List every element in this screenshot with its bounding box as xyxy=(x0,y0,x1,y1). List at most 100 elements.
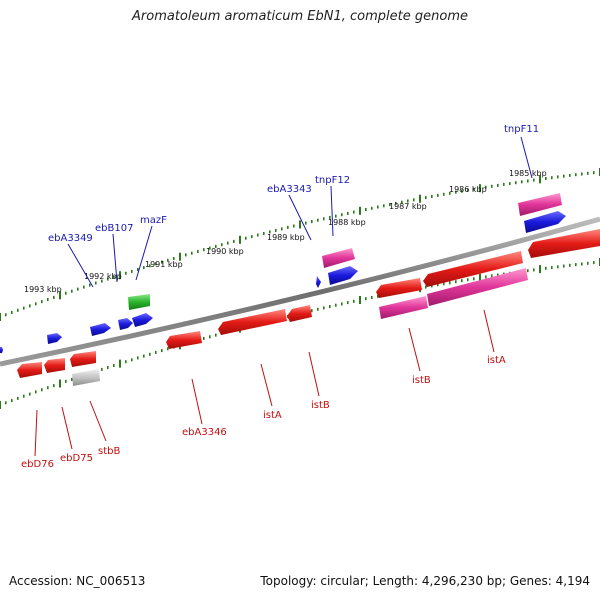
bottom-row-tick xyxy=(143,354,145,358)
label-ebA3349[interactable]: ebA3349 xyxy=(48,233,93,244)
bottom-row-tick xyxy=(119,359,121,368)
top-row-tick xyxy=(239,235,241,244)
bottom-row-tick xyxy=(593,261,595,265)
gene-istB-2-red[interactable] xyxy=(376,278,422,298)
bottom-row-tick xyxy=(209,335,211,339)
connector-tnpF12 xyxy=(330,185,334,237)
top-row-tick xyxy=(233,239,235,243)
gene-ebA3349[interactable] xyxy=(132,313,153,327)
bottom-row-tick xyxy=(101,367,103,371)
bottom-row-tick xyxy=(65,379,67,383)
label-ebD75[interactable]: ebD75 xyxy=(60,453,93,464)
gene-tnpF11[interactable] xyxy=(518,193,562,216)
top-row-tick xyxy=(107,277,109,281)
top-row-tick xyxy=(71,289,73,293)
connector-ebA3346 xyxy=(191,378,203,425)
forward-strand-genes xyxy=(0,193,566,353)
bottom-row-tick xyxy=(341,302,343,306)
label-istA-1[interactable]: istA xyxy=(263,410,282,421)
top-row-tick xyxy=(305,221,307,225)
gene-istA-2[interactable] xyxy=(427,268,528,306)
bottom-row-tick xyxy=(5,401,7,405)
connector-stbB xyxy=(89,400,107,442)
top-row-tick xyxy=(521,180,523,184)
bottom-row-tick xyxy=(473,277,475,281)
top-row-tick xyxy=(563,174,565,178)
top-row-tick xyxy=(113,275,115,279)
label-istA-2[interactable]: istA xyxy=(487,355,506,366)
top-row-tick xyxy=(359,206,361,215)
gene-stbB[interactable] xyxy=(70,351,96,367)
top-row-tick xyxy=(143,266,145,270)
top-row-tick xyxy=(557,175,559,179)
gene-small-blue-far-left[interactable] xyxy=(0,347,3,353)
bottom-row-tick xyxy=(167,347,169,351)
gene-blue-2[interactable] xyxy=(90,323,111,336)
kbp-label-1989: 1989 kbp xyxy=(267,233,305,242)
top-row-tick xyxy=(539,175,541,184)
genome-summary-text: Topology: circular; Length: 4,296,230 bp… xyxy=(260,574,590,588)
bottom-row-tick xyxy=(113,364,115,367)
accession-text: Accession: NC_006513 xyxy=(9,574,146,588)
label-stbB[interactable]: stbB xyxy=(98,446,120,457)
label-ebD76[interactable]: ebD76 xyxy=(21,459,54,470)
gene-istB-1[interactable] xyxy=(287,305,312,322)
top-row-tick xyxy=(89,283,91,287)
bottom-row-tick xyxy=(455,280,457,284)
connector-ebA3349 xyxy=(67,243,94,288)
gene-ebD75[interactable] xyxy=(44,358,65,373)
connector-mazF xyxy=(135,225,153,281)
top-row-tick xyxy=(581,172,583,176)
label-istB-2[interactable]: istB xyxy=(412,375,431,386)
top-row-tick xyxy=(389,203,391,207)
label-istB-1[interactable]: istB xyxy=(311,400,330,411)
gene-ebD76[interactable] xyxy=(17,362,42,378)
top-row-tick xyxy=(191,251,193,255)
bottom-row-tick xyxy=(203,336,205,340)
bottom-row-tick xyxy=(365,297,367,301)
gene-blue-right[interactable] xyxy=(524,211,566,233)
gene-ebA3343[interactable] xyxy=(316,276,321,288)
gene-mazF[interactable] xyxy=(128,294,150,310)
label-ebA3346[interactable]: ebA3346 xyxy=(182,427,227,438)
label-tnpF12[interactable]: tnpF12 xyxy=(315,175,350,186)
connector-istB-1 xyxy=(308,351,320,397)
label-tnpF11[interactable]: tnpF11 xyxy=(504,124,539,135)
top-row-tick xyxy=(413,198,415,202)
gene-istA-1[interactable] xyxy=(218,309,287,335)
gene-tnpF12-blue[interactable] xyxy=(328,266,358,285)
bottom-row-tick xyxy=(149,352,151,356)
label-ebA3343[interactable]: ebA3343 xyxy=(267,184,312,195)
gene-ebB107[interactable] xyxy=(118,318,133,330)
top-row-tick xyxy=(95,281,97,285)
gene-blue-1[interactable] xyxy=(47,333,62,344)
top-row-tick xyxy=(203,248,205,252)
gene-istA-2-red[interactable] xyxy=(423,251,523,287)
top-row-tick xyxy=(155,262,157,266)
bottom-row-tick xyxy=(569,263,571,267)
connector-tnpF11 xyxy=(520,136,533,179)
bottom-row-tick xyxy=(29,392,31,396)
gene-gray[interactable] xyxy=(72,369,100,386)
top-row-tick xyxy=(377,205,379,209)
gene-istB-2[interactable] xyxy=(379,296,428,319)
genome-backbone xyxy=(0,216,600,367)
bottom-row-tick xyxy=(581,262,583,266)
top-row-tick xyxy=(371,206,373,210)
bottom-row-tick xyxy=(11,399,13,403)
top-row-tick xyxy=(419,194,421,203)
kbp-label-1991: 1991 kbp xyxy=(145,260,183,269)
connector-istA-1 xyxy=(260,363,273,407)
gene-tnpF12[interactable] xyxy=(322,248,355,268)
top-row-tick xyxy=(401,200,403,204)
top-row-tick xyxy=(167,258,169,262)
top-row-tick xyxy=(575,173,577,177)
label-mazF[interactable]: mazF xyxy=(140,215,167,226)
gene-red-right[interactable] xyxy=(528,229,600,258)
gene-ebA3346[interactable] xyxy=(166,331,202,349)
bottom-row-tick xyxy=(323,306,325,310)
reverse-strand-genes xyxy=(17,229,600,386)
label-ebB107[interactable]: ebB107 xyxy=(95,223,133,234)
top-row-tick xyxy=(449,191,451,195)
